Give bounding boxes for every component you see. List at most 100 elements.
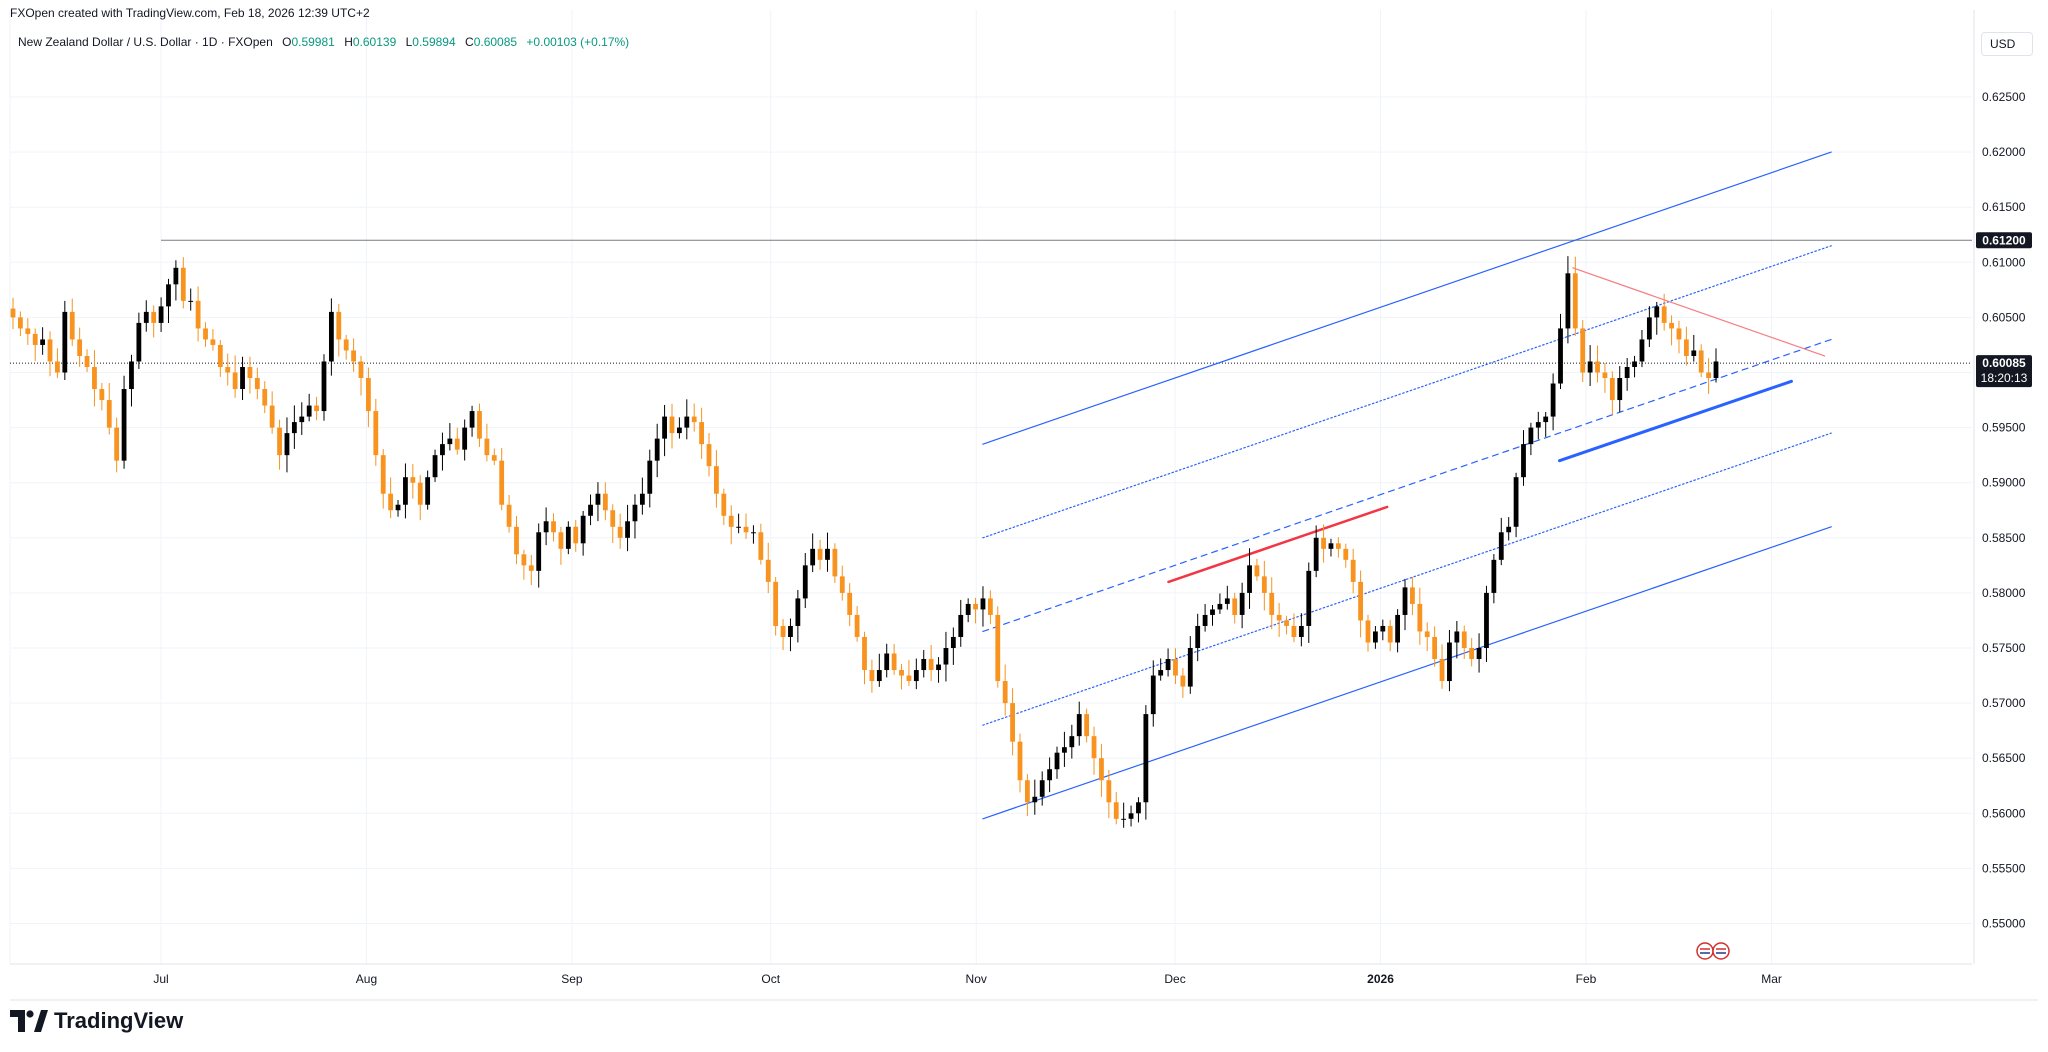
candle-body <box>1128 813 1134 819</box>
candle-body <box>1661 306 1667 323</box>
candle-body <box>225 366 231 373</box>
candle-body <box>306 405 312 417</box>
candle-body <box>1587 361 1593 373</box>
candle-body <box>99 389 105 401</box>
candle-body <box>1054 752 1060 770</box>
tradingview-logo[interactable]: TradingView <box>10 1008 183 1034</box>
trendline-6 <box>1557 379 1793 463</box>
candle-body <box>854 614 860 637</box>
price-tick-label: 0.59000 <box>1982 476 2026 490</box>
chart-grid <box>9 10 2038 1001</box>
candle-body <box>1313 537 1319 571</box>
candle-body <box>1469 648 1475 660</box>
currency-button[interactable]: USD <box>1981 32 2033 56</box>
price-label-value: 0.61200 <box>1982 233 2026 247</box>
candle-body <box>899 670 904 676</box>
candle-body <box>676 427 682 434</box>
trendline-7 <box>1572 267 1826 357</box>
candle-body <box>1113 802 1119 819</box>
candle-body <box>728 515 734 527</box>
candle-body <box>751 532 756 534</box>
price-axis[interactable]: 0.62500 0.62000 0.61500 0.61000 0.60500 0.600… <box>1973 10 2032 964</box>
candle-body <box>77 339 83 356</box>
candle-body <box>343 339 349 351</box>
candle-body <box>573 526 579 544</box>
candle-body <box>862 636 867 671</box>
trendline-4 <box>982 338 1832 633</box>
candle-body <box>92 366 97 390</box>
candle-body <box>950 636 956 648</box>
candle-body <box>1706 372 1711 379</box>
candle-body <box>869 670 875 682</box>
candle-body <box>1498 532 1504 560</box>
candle-body <box>928 659 934 671</box>
candle-body <box>336 311 342 340</box>
candle-body <box>788 625 793 637</box>
candle-body <box>358 361 364 379</box>
candle-body <box>765 559 771 582</box>
candle-body <box>32 333 38 345</box>
candle-body <box>10 308 16 318</box>
candle-body <box>1010 703 1015 742</box>
candle-body <box>1239 592 1245 615</box>
candle-body <box>1506 526 1512 533</box>
candle-body <box>1572 273 1578 329</box>
candle-body <box>1217 603 1223 610</box>
candle-body <box>1691 350 1697 356</box>
symbol-legend: New Zealand Dollar / U.S. Dollar · 1D · … <box>18 35 635 49</box>
price-tick-label: 0.62500 <box>1982 90 2026 104</box>
candle-body <box>847 592 853 615</box>
candle-body <box>995 614 1001 682</box>
candle-body <box>129 361 134 390</box>
candle-body <box>1076 714 1082 737</box>
candle-body <box>1624 366 1630 379</box>
open-value: 0.59981 <box>291 35 335 49</box>
candle-body <box>1646 317 1652 340</box>
candle-body <box>106 400 112 428</box>
candle-body <box>217 344 223 367</box>
low-label: L <box>405 35 413 49</box>
event-flags[interactable] <box>1696 942 1730 960</box>
candle-body <box>440 444 445 456</box>
low-value: 0.59894 <box>412 35 456 49</box>
candle-body <box>558 532 564 549</box>
candle-body <box>565 526 571 549</box>
candle-body <box>1417 603 1423 632</box>
candle-body <box>528 565 534 571</box>
candle-body <box>602 493 608 511</box>
candle-body <box>447 438 453 445</box>
candle-body <box>151 311 157 323</box>
candle-body <box>1565 273 1571 329</box>
price-tick-label: 0.60500 <box>1982 310 2026 324</box>
candle-body <box>921 659 927 671</box>
candle-body <box>62 311 68 373</box>
candle-body <box>143 311 149 323</box>
candle-body <box>40 339 46 345</box>
price-tick-label: 0.61500 <box>1982 200 2026 214</box>
candle-body <box>1165 659 1171 671</box>
candlestick-series <box>10 256 1719 828</box>
price-tick-label: 0.55000 <box>1982 917 2026 931</box>
candle-body <box>625 521 630 538</box>
symbol-title[interactable]: New Zealand Dollar / U.S. Dollar · 1D · … <box>18 35 273 49</box>
candle-body <box>817 548 823 560</box>
candle-body <box>1639 339 1645 362</box>
candle-body <box>1683 339 1689 356</box>
candle-body <box>136 322 142 362</box>
candle-body <box>551 521 556 533</box>
candle-body <box>1321 537 1326 549</box>
candle-body <box>1032 796 1038 803</box>
candle-body <box>277 427 282 456</box>
time-tick-label: 2026 <box>1367 972 1394 986</box>
time-axis[interactable]: Jul Aug Sep Oct Nov Dec 2026 Feb Mar <box>10 963 1972 986</box>
candle-body <box>1358 581 1363 621</box>
candle-body <box>1713 361 1719 379</box>
candle-body <box>1017 741 1023 781</box>
time-tick-label: Nov <box>966 972 987 986</box>
candle-body <box>491 455 497 461</box>
candle-body <box>639 493 645 505</box>
close-label: C <box>465 35 474 49</box>
candle-body <box>1069 736 1075 748</box>
time-tick-label: Jul <box>153 972 168 986</box>
